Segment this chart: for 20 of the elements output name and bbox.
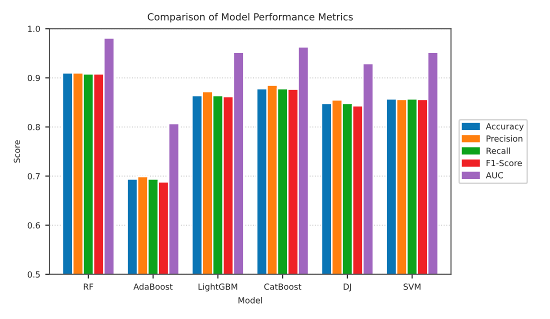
legend-label: Accuracy [486, 123, 524, 132]
y-tick-label: 0.8 [28, 124, 40, 130]
y-axis-title: Score [14, 140, 20, 163]
x-tick-label: CatBoost [264, 284, 302, 290]
legend-label: F1-Score [486, 160, 522, 166]
x-tick-label: AdaBoost [133, 283, 173, 290]
x-axis-title: Model [238, 296, 262, 304]
x-tick-label: DJ [344, 284, 352, 292]
x-tick-label: SVM [404, 284, 420, 290]
y-tick-label: 0.5 [28, 271, 40, 278]
y-tick-label: 0.9 [28, 74, 40, 82]
legend-label: Precision [486, 135, 522, 142]
legend-label: Recall [486, 147, 510, 154]
x-tick-label: RF [84, 284, 94, 290]
y-tick-label: 0.7 [28, 173, 40, 180]
chart-title: Comparison of Model Performance Metrics [148, 12, 353, 22]
legend-label: AUC [486, 172, 504, 178]
y-tick-label: 0.6 [28, 222, 40, 228]
x-tick-label: LightGBM [198, 283, 238, 292]
y-tick-label: 1.0 [28, 26, 40, 32]
